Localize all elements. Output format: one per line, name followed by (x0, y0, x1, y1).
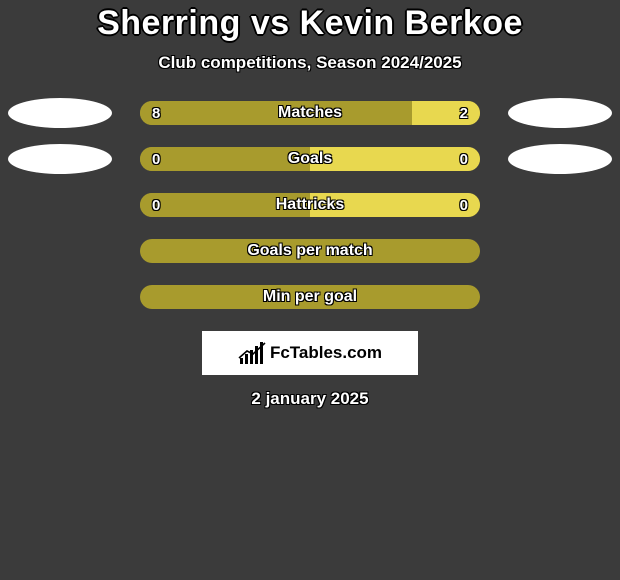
stat-rows: 8 Matches 2 0 Goals 0 0 Hattricks 0 Goals per mat… (0, 101, 620, 309)
logo-text: FcTables.com (270, 343, 382, 363)
stat-bar: Min per goal (140, 285, 480, 309)
stat-value-left: 8 (152, 105, 160, 122)
comparison-infographic: Sherring vs Kevin Berkoe Club competitio… (0, 0, 620, 580)
stat-fill-left (140, 101, 412, 125)
stat-label: Goals per match (247, 242, 372, 260)
stat-bar: 0 Hattricks 0 (140, 193, 480, 217)
stat-fill-right (412, 101, 480, 125)
page-subtitle: Club competitions, Season 2024/2025 (158, 53, 461, 73)
stat-value-right: 0 (460, 151, 468, 168)
barchart-icon (238, 342, 266, 364)
stat-value-left: 0 (152, 151, 160, 168)
stat-row: Goals per match (0, 239, 620, 263)
stat-label: Min per goal (263, 288, 357, 306)
stat-label: Hattricks (276, 196, 344, 214)
stat-bar: Goals per match (140, 239, 480, 263)
stat-row: 8 Matches 2 (0, 101, 620, 125)
stat-fill-left (140, 147, 310, 171)
stat-value-right: 0 (460, 197, 468, 214)
stat-label: Goals (288, 150, 332, 168)
stat-value-left: 0 (152, 197, 160, 214)
stat-bar: 0 Goals 0 (140, 147, 480, 171)
logo-box: FcTables.com (202, 331, 418, 375)
player-ellipse-right (508, 144, 612, 174)
date-text: 2 january 2025 (251, 389, 368, 409)
stat-value-right: 2 (460, 105, 468, 122)
stat-label: Matches (278, 104, 342, 122)
stat-bar: 8 Matches 2 (140, 101, 480, 125)
stat-fill-right (310, 147, 480, 171)
player-ellipse-left (8, 98, 112, 128)
player-ellipse-left (8, 144, 112, 174)
stat-row: 0 Goals 0 (0, 147, 620, 171)
player-ellipse-right (508, 98, 612, 128)
stat-row: 0 Hattricks 0 (0, 193, 620, 217)
stat-row: Min per goal (0, 285, 620, 309)
page-title: Sherring vs Kevin Berkoe (97, 4, 523, 43)
